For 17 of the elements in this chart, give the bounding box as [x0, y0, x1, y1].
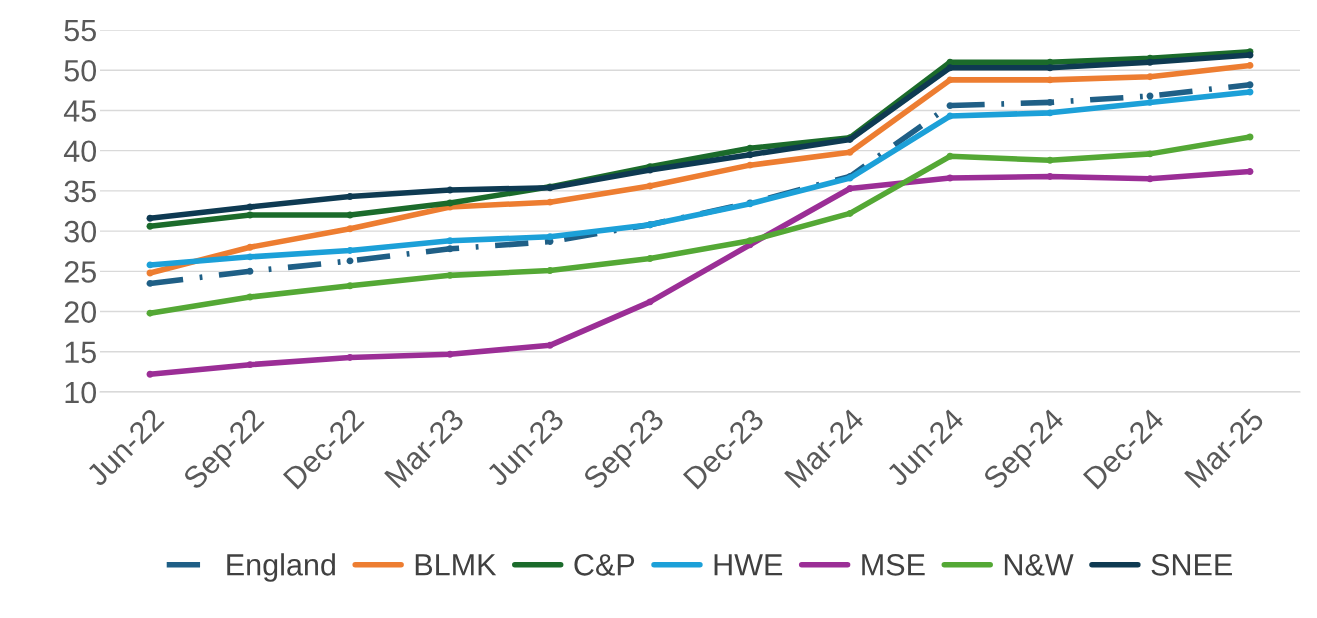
legend-label: C&P — [574, 554, 635, 576]
y-tick-label: 40 — [63, 140, 97, 163]
legend-label: HWE — [714, 554, 783, 576]
y-tick-label: 55 — [64, 20, 96, 42]
legend-label: BLMK — [415, 554, 497, 576]
y-tick-label: 10 — [65, 381, 97, 404]
legend-label: N&W — [1004, 554, 1074, 576]
y-tick-label: 50 — [64, 59, 97, 82]
y-tick-label: 25 — [64, 261, 96, 283]
y-tick-label: 30 — [64, 220, 97, 243]
y-tick-label: 20 — [64, 301, 97, 323]
y-tick-label: 15 — [65, 341, 96, 364]
legend-label: SNEE — [1151, 554, 1232, 576]
y-tick-label: 45 — [63, 100, 96, 122]
legend-label: MSE — [862, 554, 925, 576]
y-tick-label: 35 — [64, 180, 96, 203]
legend-label: England — [227, 553, 335, 582]
